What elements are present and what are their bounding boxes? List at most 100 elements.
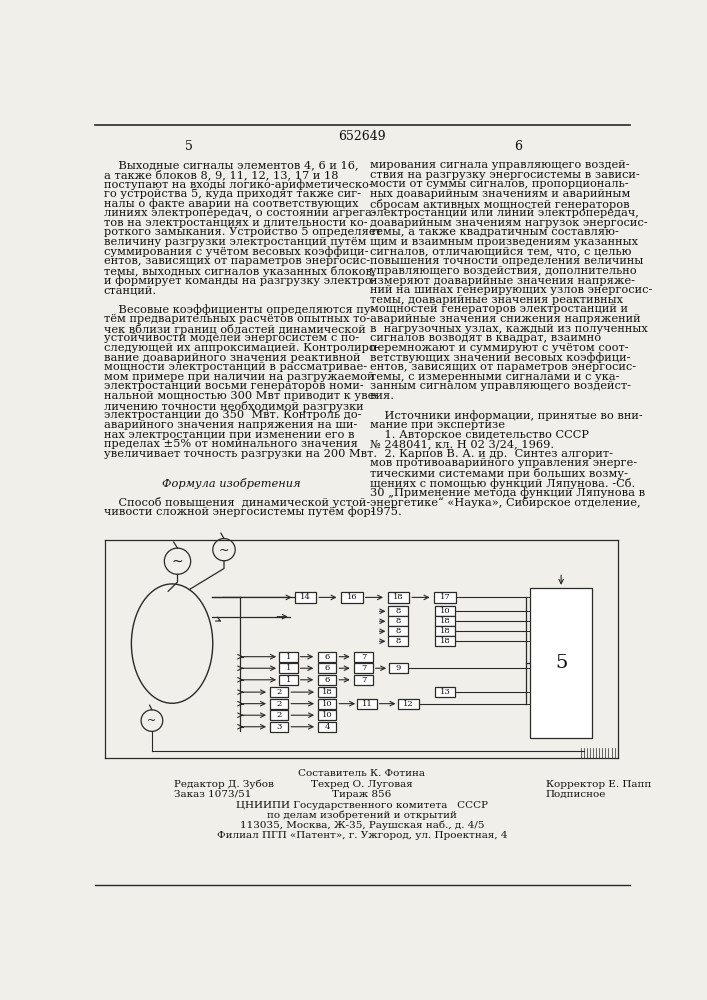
Text: Корректор Е. Папп: Корректор Е. Папп [546, 780, 651, 789]
Bar [270, 699, 288, 709]
Bar [279, 652, 298, 662]
Text: 6: 6 [325, 676, 329, 684]
Text: 17: 17 [440, 593, 450, 601]
Text: налы о факте аварии на соответствующих: налы о факте аварии на соответствующих [104, 199, 358, 209]
Text: электростанций или линий электропередач,: электростанций или линий электропередач, [370, 208, 638, 218]
Text: вия.: вия. [370, 391, 395, 401]
Text: ствия на разгрузку энергосистемы в зависи-: ствия на разгрузку энергосистемы в завис… [370, 170, 639, 180]
Text: тов на электростанциях и длительности ко-: тов на электростанциях и длительности ко… [104, 218, 368, 228]
Text: 5: 5 [185, 140, 193, 153]
Text: 5: 5 [555, 654, 567, 672]
Bar [354, 675, 373, 685]
Bar [398, 699, 419, 709]
Text: Весовые коэффициенты определяются пу-: Весовые коэффициенты определяются пу- [104, 304, 375, 315]
Text: 10: 10 [322, 700, 332, 708]
Bar [388, 626, 409, 636]
Text: 2: 2 [276, 711, 281, 719]
Text: ~: ~ [218, 544, 229, 557]
Text: измеряют доаварийные значения напряже-: измеряют доаварийные значения напряже- [370, 276, 635, 286]
Text: 3: 3 [276, 723, 281, 731]
Text: 8: 8 [396, 617, 401, 625]
Text: устойчивости моделей энергосистем с по-: устойчивости моделей энергосистем с по- [104, 333, 359, 343]
Bar [295, 592, 316, 603]
Text: 7: 7 [361, 664, 366, 672]
Bar [317, 699, 337, 709]
Text: повышения точности определения величины: повышения точности определения величины [370, 256, 643, 266]
Text: нах электростанции при изменении его в: нах электростанции при изменении его в [104, 430, 354, 440]
Text: 6: 6 [515, 140, 522, 153]
Text: мощностей генераторов электростанций и: мощностей генераторов электростанций и [370, 304, 628, 314]
Text: нальной мощностью 300 Мвт приводит к уве-: нальной мощностью 300 Мвт приводит к уве… [104, 391, 378, 401]
Text: 7: 7 [361, 653, 366, 661]
Text: щениях с помощью функций Ляпунова. -Сб.: щениях с помощью функций Ляпунова. -Сб. [370, 478, 635, 489]
Text: аварийного значения напряжения на ши-: аварийного значения напряжения на ши- [104, 420, 357, 430]
Text: тическими системами при больших возму-: тическими системами при больших возму- [370, 468, 628, 479]
Text: личению точности необходимой разгрузки: личению точности необходимой разгрузки [104, 401, 363, 412]
Text: ний на шинах генерирующих узлов энергосис-: ний на шинах генерирующих узлов энергоси… [370, 285, 652, 295]
Text: 652649: 652649 [338, 130, 386, 143]
Text: величину разгрузки электростанций путём: величину разгрузки электростанций путём [104, 237, 366, 247]
Text: Выходные сигналы элементов 4, 6 и 16,: Выходные сигналы элементов 4, 6 и 16, [104, 160, 358, 170]
Text: доаварийным значениям нагрузок энергосис-: доаварийным значениям нагрузок энергосис… [370, 218, 648, 228]
Bar [530, 588, 592, 738]
Bar [387, 592, 409, 603]
Text: 8: 8 [396, 607, 401, 615]
Text: Тираж 856: Тираж 856 [332, 790, 392, 799]
Text: по делам изобретений и открытий: по делам изобретений и открытий [267, 811, 457, 820]
Text: 113035, Москва, Ж-35, Раушская наб., д. 4/5: 113035, Москва, Ж-35, Раушская наб., д. … [240, 821, 484, 830]
Bar [388, 636, 409, 646]
Text: 1975.: 1975. [370, 507, 402, 517]
Text: мости от суммы сигналов, пропорциональ-: мости от суммы сигналов, пропорциональ- [370, 179, 629, 189]
Text: темы, а также квадратичным составляю-: темы, а также квадратичным составляю- [370, 227, 619, 237]
Text: тём предварительных расчётов опытных то-: тём предварительных расчётов опытных то- [104, 314, 370, 324]
Text: Источники информации, принятые во вни-: Источники информации, принятые во вни- [370, 410, 643, 421]
Text: 18: 18 [440, 617, 450, 625]
Text: щим и взаимным произведениям указанных: щим и взаимным произведениям указанных [370, 237, 638, 247]
Text: го устройства 5, куда приходят также сиг-: го устройства 5, куда приходят также сиг… [104, 189, 361, 199]
Bar [435, 636, 455, 646]
Bar [279, 675, 298, 685]
Bar [435, 626, 455, 636]
Text: 2. Карпов В. А. и др.  Синтез алгорит-: 2. Карпов В. А. и др. Синтез алгорит- [370, 449, 613, 459]
Text: 4: 4 [325, 723, 330, 731]
Text: № 248041, кл. Н 02 3/24, 1969.: № 248041, кл. Н 02 3/24, 1969. [370, 439, 554, 449]
Bar [435, 687, 455, 697]
Text: 1. Авторское свидетельство СССР: 1. Авторское свидетельство СССР [370, 430, 588, 440]
Bar [279, 663, 298, 673]
Bar [389, 663, 408, 673]
Text: Редактор Д. Зубов: Редактор Д. Зубов [174, 780, 274, 789]
Bar [317, 675, 337, 685]
Text: мов противоаварийного управления энерге-: мов противоаварийного управления энерге- [370, 458, 637, 468]
Text: в  нагрузочных узлах, каждый из полученных: в нагрузочных узлах, каждый из полученны… [370, 324, 648, 334]
Bar [354, 652, 373, 662]
Bar [388, 616, 409, 626]
Bar [435, 606, 455, 616]
Text: сигналов возводят в квадрат, взаимно: сигналов возводят в квадрат, взаимно [370, 333, 601, 343]
Text: 18: 18 [440, 637, 450, 645]
Text: 6: 6 [325, 653, 329, 661]
Text: 6: 6 [325, 664, 329, 672]
Text: Техред О. Луговая: Техред О. Луговая [311, 780, 413, 789]
Bar [317, 663, 337, 673]
Text: сбросам активных мощностей генераторов: сбросам активных мощностей генераторов [370, 199, 629, 210]
Text: увеличивает точность разгрузки на 200 Мвт.: увеличивает точность разгрузки на 200 Мв… [104, 449, 377, 459]
Text: 8: 8 [396, 637, 401, 645]
Text: 10: 10 [440, 607, 450, 615]
Text: роткого замыкания. Устройство 5 определяет: роткого замыкания. Устройство 5 определя… [104, 227, 382, 237]
Text: ентов, зависящих от параметров энергосис-: ентов, зависящих от параметров энергосис… [370, 362, 636, 372]
Text: ~: ~ [172, 555, 183, 569]
Text: электростанции восьми генераторов номи-: электростанции восьми генераторов номи- [104, 381, 363, 391]
Text: 12: 12 [403, 700, 414, 708]
Text: 14: 14 [300, 593, 311, 601]
Bar [388, 606, 409, 616]
Text: темы, с измеренными сигналами и с ука-: темы, с измеренными сигналами и с ука- [370, 372, 619, 382]
Text: темы, выходных сигналов указанных блоков,: темы, выходных сигналов указанных блоков… [104, 266, 375, 277]
Text: ных доаварийным значениям и аварийным: ных доаварийным значениям и аварийным [370, 189, 630, 199]
Text: темы, доаварийные значения реактивных: темы, доаварийные значения реактивных [370, 295, 623, 305]
Text: поступают на входы логико-арифметическо-: поступают на входы логико-арифметическо- [104, 179, 373, 190]
Text: 7: 7 [361, 676, 366, 684]
Text: мом примере при наличии на разгружаемой: мом примере при наличии на разгружаемой [104, 372, 375, 382]
Bar [317, 687, 337, 697]
Text: управляющего воздействия, дополнительно: управляющего воздействия, дополнительно [370, 266, 636, 276]
Text: пределах ±5% от номинального значения: пределах ±5% от номинального значения [104, 439, 358, 449]
